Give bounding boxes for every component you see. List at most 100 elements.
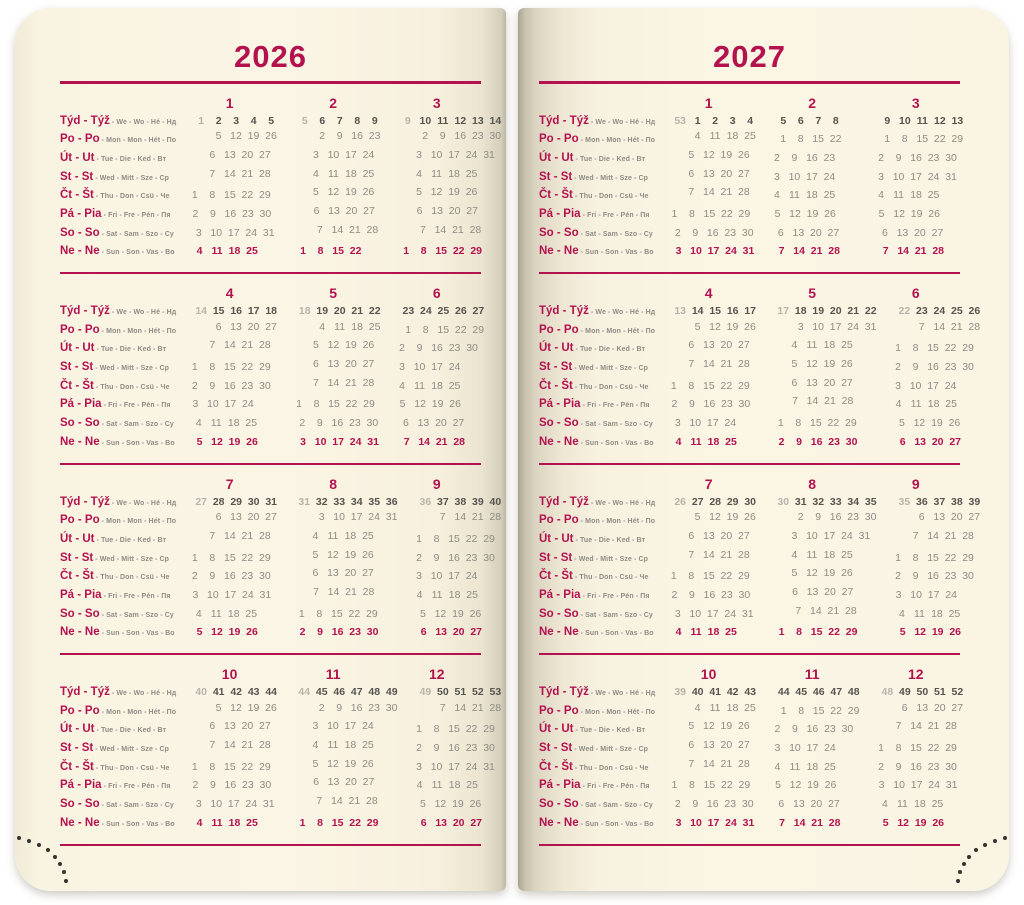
day-number: 24	[927, 170, 940, 183]
row-label-secondary: - Fri - Fre - Pén - Пя	[101, 402, 171, 410]
day-number: 19	[726, 320, 739, 333]
quarters: 1 2 3 Týd - Týž - We - Wo - Hé - Нд 53 1 2 3 4 5 6…	[539, 84, 980, 846]
day-number	[963, 417, 981, 429]
row-label: Út - Ut - Tue - Die - Ked - Вт	[539, 338, 649, 356]
day-number: 17	[910, 779, 923, 792]
day-number: 30	[945, 151, 957, 164]
calendar-row-sat: So - So - Sat - Sam - Szo - Су 3 10 17 24 31 7…	[60, 794, 481, 813]
day-number: 8	[209, 189, 216, 202]
calendar-row-sat: So - So - Sat - Sam - Szo - Су 2 9 16 23 30 6 1…	[539, 223, 960, 242]
month-column: 44 45 46 47 48 49	[296, 686, 401, 698]
day-number: 28	[362, 376, 375, 389]
day-number: 16	[910, 151, 922, 164]
day-number	[290, 186, 308, 198]
day-number: 5	[791, 358, 798, 371]
day-number	[860, 626, 878, 638]
day-number: 9	[416, 342, 423, 355]
day-number: 17	[448, 760, 460, 773]
day-number: 28	[365, 795, 378, 808]
day-number: 24	[465, 760, 478, 773]
day-number	[739, 417, 757, 429]
calendar-row-mon: Po - Po - Mon - Mon - Hét - По 5 12 19 26 2 9 1…	[60, 129, 501, 148]
day-number: 14	[327, 376, 340, 389]
day-number: 22	[827, 417, 840, 430]
day-number: 6	[209, 148, 216, 161]
calendar-row-thu: Čt - Št - Thu - Don - Csü - Че 2 9 16 23 30 6 1…	[60, 566, 481, 585]
day-number: 10	[430, 148, 443, 161]
day-number: 23	[241, 379, 254, 392]
day-number: 10	[327, 148, 340, 161]
day-number: 29	[962, 551, 974, 564]
day-number: 20	[950, 511, 963, 524]
day-number: 30	[962, 570, 974, 583]
day-number: 27	[827, 798, 840, 811]
row-label-primary: Čt - Št	[60, 379, 94, 392]
day-number: 12	[709, 511, 721, 524]
day-number: 19	[823, 358, 836, 371]
month-column: 7 14 21 28	[872, 720, 960, 732]
month-column: 5 12 19 26	[893, 417, 981, 429]
day-number: 24	[928, 779, 940, 792]
day-number: 12	[230, 701, 242, 714]
day-number: 21	[914, 245, 927, 258]
month-column: 9 10 11 12 13 14	[399, 115, 504, 127]
month-column: 3 10 17 24	[289, 720, 394, 732]
month-column: 3 10 17 24 31	[669, 245, 757, 257]
day-number: 12	[789, 207, 801, 220]
row-label: So - So - Sat - Sam - Szo - Су	[539, 223, 653, 241]
month-column: 6 13 20 27	[192, 321, 280, 333]
day-number: 3	[878, 170, 884, 183]
day-number	[943, 208, 961, 220]
day-number: 26	[738, 720, 750, 733]
month-column: 2 9 16 23 30	[889, 361, 977, 373]
row-label-primary: Ne - Ne	[539, 245, 579, 258]
day-number: 11	[806, 339, 818, 352]
day-number: 16	[703, 398, 716, 411]
row-label-primary: Pá - Pia	[539, 398, 581, 411]
day-number: 19	[344, 757, 357, 770]
day-number: 1	[405, 323, 412, 336]
row-label-primary: Po - Po	[60, 323, 100, 336]
month-number: 7	[225, 475, 234, 492]
day-number: 13	[896, 226, 909, 239]
month-column: 2 9 16 23 30	[186, 208, 274, 220]
month-column: 3 10 17 24 31	[393, 149, 498, 161]
week-number: 7	[336, 114, 343, 127]
month-column: 7 14 21 28	[895, 321, 983, 333]
week-number: 17	[247, 305, 260, 317]
day-number: 1	[300, 245, 307, 258]
day-number: 4	[694, 701, 701, 714]
day-number	[895, 321, 913, 333]
day-number: 25	[725, 435, 737, 448]
week-number: 35	[898, 495, 911, 508]
row-label-primary: So - So	[60, 226, 100, 239]
calendar-row-mon: Po - Po - Mon - Mon - Hét - По 5 12 19 26 2 9 1…	[60, 701, 501, 720]
day-number: 9	[792, 723, 798, 736]
month-column: 3 10 17 24 31	[410, 761, 498, 773]
month-column: 2 9 16 23 30	[665, 398, 753, 410]
month-column: 1 8 15 22 29	[294, 817, 399, 829]
day-number: 7	[316, 795, 323, 808]
day-number: 10	[430, 760, 443, 773]
day-number: 12	[897, 816, 910, 829]
day-number: 6	[313, 358, 319, 371]
row-label-primary: Ne - Ne	[539, 435, 579, 448]
day-number: 17	[806, 742, 819, 755]
day-number	[261, 817, 279, 829]
day-number	[186, 168, 204, 180]
day-number: 22	[721, 207, 733, 220]
month-column: 5 12 19 26	[872, 208, 960, 220]
day-number: 10	[333, 511, 345, 524]
row-label-secondary: - Sat - Sam - Szo - Су	[99, 802, 174, 810]
day-number: 20	[345, 358, 357, 371]
day-number: 21	[435, 435, 448, 448]
day-number: 15	[810, 626, 823, 639]
day-number: 25	[245, 607, 258, 620]
day-number: 18	[227, 417, 240, 430]
row-label-primary: St - St	[60, 551, 94, 564]
day-number: 25	[931, 798, 944, 811]
day-number: 4	[196, 816, 203, 829]
day-number: 7	[912, 529, 919, 542]
day-number: 3	[192, 398, 199, 411]
